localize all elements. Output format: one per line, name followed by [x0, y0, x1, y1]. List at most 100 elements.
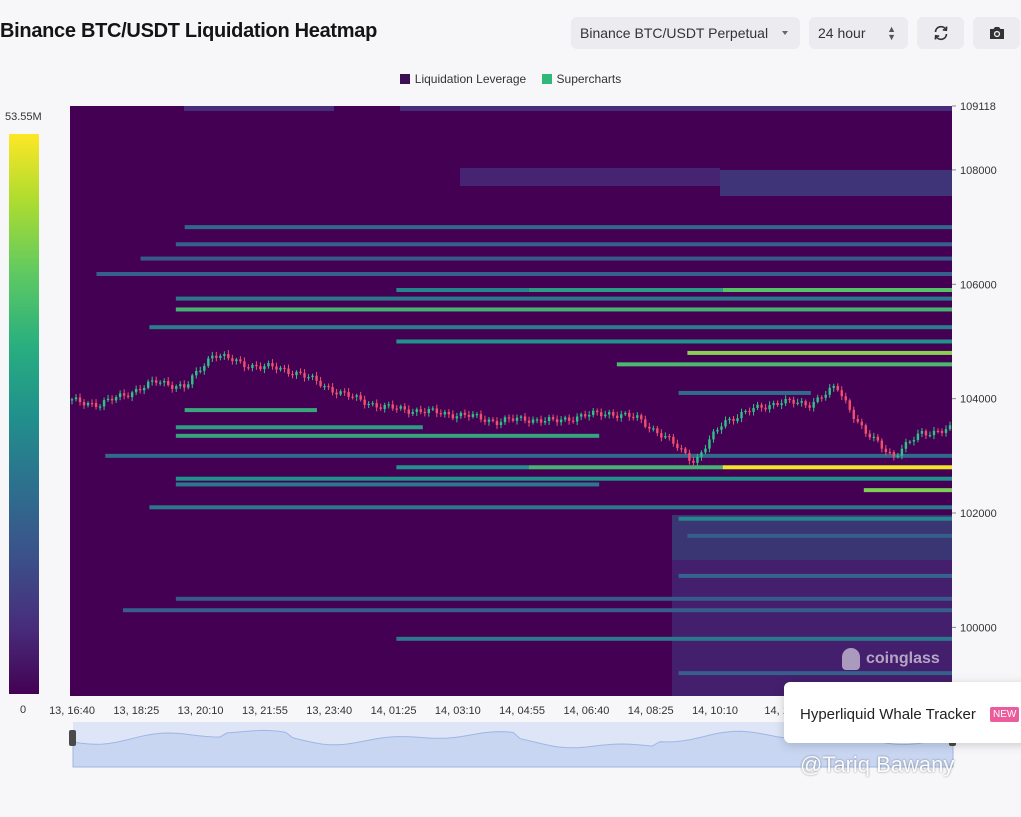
candle-body — [455, 416, 459, 419]
candle-body — [780, 403, 783, 406]
candle-body — [531, 419, 535, 423]
legend-item-supercharts[interactable]: Supercharts — [541, 72, 622, 86]
candle-body — [567, 417, 571, 421]
coinglass-logo: coinglass — [842, 648, 940, 670]
candle-body — [712, 431, 715, 440]
chevron-down-icon — [782, 31, 788, 35]
candle-body — [740, 411, 743, 419]
candle-body — [307, 377, 310, 379]
stepper-arrows-icon: ▲ ▼ — [887, 24, 896, 42]
navigator-handle-left[interactable] — [69, 730, 76, 746]
liquidation-band — [396, 636, 953, 641]
candle-body — [98, 406, 102, 408]
candle-body — [872, 436, 876, 438]
legend-item-liquidation-leverage[interactable]: Liquidation Leverage — [399, 72, 526, 86]
candle-body — [495, 421, 499, 426]
candle-body — [183, 384, 186, 388]
x-tick-label: 13, 20:10 — [178, 705, 224, 717]
candle-body — [640, 415, 643, 420]
screenshot-button[interactable] — [973, 17, 1020, 49]
candle-body — [900, 448, 904, 456]
candle-body — [736, 418, 739, 422]
candle-body — [708, 439, 711, 449]
x-tick-label: 13, 21:55 — [242, 705, 288, 717]
candle-body — [315, 375, 318, 381]
time-range-select[interactable]: 24 hour ▲ ▼ — [809, 17, 908, 49]
candle-body — [90, 403, 94, 405]
y-tick-label: 102000 — [960, 508, 997, 520]
candle-body — [106, 398, 110, 401]
candle-body — [367, 403, 370, 406]
candle-body — [295, 371, 298, 376]
liquidation-band — [105, 453, 952, 458]
time-range-label: 24 hour — [818, 25, 866, 41]
candle-body — [203, 365, 206, 371]
candle-body — [724, 420, 727, 427]
candle-body — [636, 415, 639, 418]
candle-body — [447, 412, 451, 415]
candle-body — [335, 392, 338, 395]
hyperliquid-tracker-popup[interactable]: Hyperliquid Whale Tracker NEW — [784, 682, 1021, 743]
candle-body — [263, 366, 266, 370]
candle-body — [692, 460, 695, 463]
candle-body — [439, 413, 443, 415]
candle-body — [844, 396, 847, 401]
candle-body — [150, 380, 154, 382]
candle-body — [163, 381, 166, 383]
liquidation-band — [175, 433, 600, 438]
page-title: Binance BTC/USDT Liquidation Heatmap — [0, 20, 378, 42]
candle-body — [527, 420, 531, 423]
candle-body — [788, 398, 791, 401]
liquidation-band — [140, 256, 952, 261]
liquidation-band — [175, 476, 953, 481]
candle-body — [591, 410, 595, 415]
candle-body — [399, 406, 402, 409]
liquidation-band — [149, 505, 952, 510]
candle-body — [171, 385, 174, 389]
candle-body — [628, 412, 631, 417]
candle-body — [916, 433, 920, 440]
refresh-button[interactable] — [917, 17, 964, 49]
candle-body — [459, 412, 463, 417]
heatmap-band — [672, 560, 952, 696]
candle-body — [511, 418, 515, 421]
candle-body — [415, 409, 418, 412]
candle-body — [696, 456, 699, 463]
candle-body — [114, 397, 118, 401]
candle-body — [142, 387, 146, 391]
candle-body — [579, 414, 583, 417]
candle-body — [383, 405, 386, 409]
candle-body — [419, 409, 422, 412]
candle-body — [267, 362, 270, 367]
colorbar — [9, 134, 39, 694]
candle-body — [836, 385, 839, 391]
candle-body — [523, 416, 527, 421]
refresh-icon — [934, 25, 947, 41]
candle-body — [483, 419, 487, 422]
liquidation-band — [96, 271, 952, 276]
candle-body — [888, 452, 892, 454]
candle-body — [668, 436, 671, 438]
candle-body — [808, 405, 811, 408]
candle-body — [130, 392, 134, 398]
candle-body — [876, 436, 880, 441]
candle-body — [343, 391, 346, 393]
liquidation-band — [678, 671, 952, 676]
candle-body — [748, 410, 751, 413]
candle-body — [932, 430, 936, 436]
candle-body — [792, 399, 795, 404]
legend-label: Supercharts — [556, 72, 622, 86]
candle-body — [832, 385, 835, 388]
liquidation-band — [175, 482, 600, 487]
y-tick-label: 108000 — [960, 165, 997, 177]
candle-body — [660, 433, 663, 438]
candle-body — [471, 414, 475, 417]
x-tick-label: 14, 03:10 — [435, 705, 481, 717]
candle-body — [912, 439, 916, 442]
y-tick-label: 109118 — [960, 101, 996, 113]
colorbar-min-label: 0 — [20, 704, 27, 716]
market-select[interactable]: Binance BTC/USDT Perpetual — [571, 17, 800, 49]
candle-body — [563, 417, 567, 420]
candle-body — [363, 399, 366, 405]
